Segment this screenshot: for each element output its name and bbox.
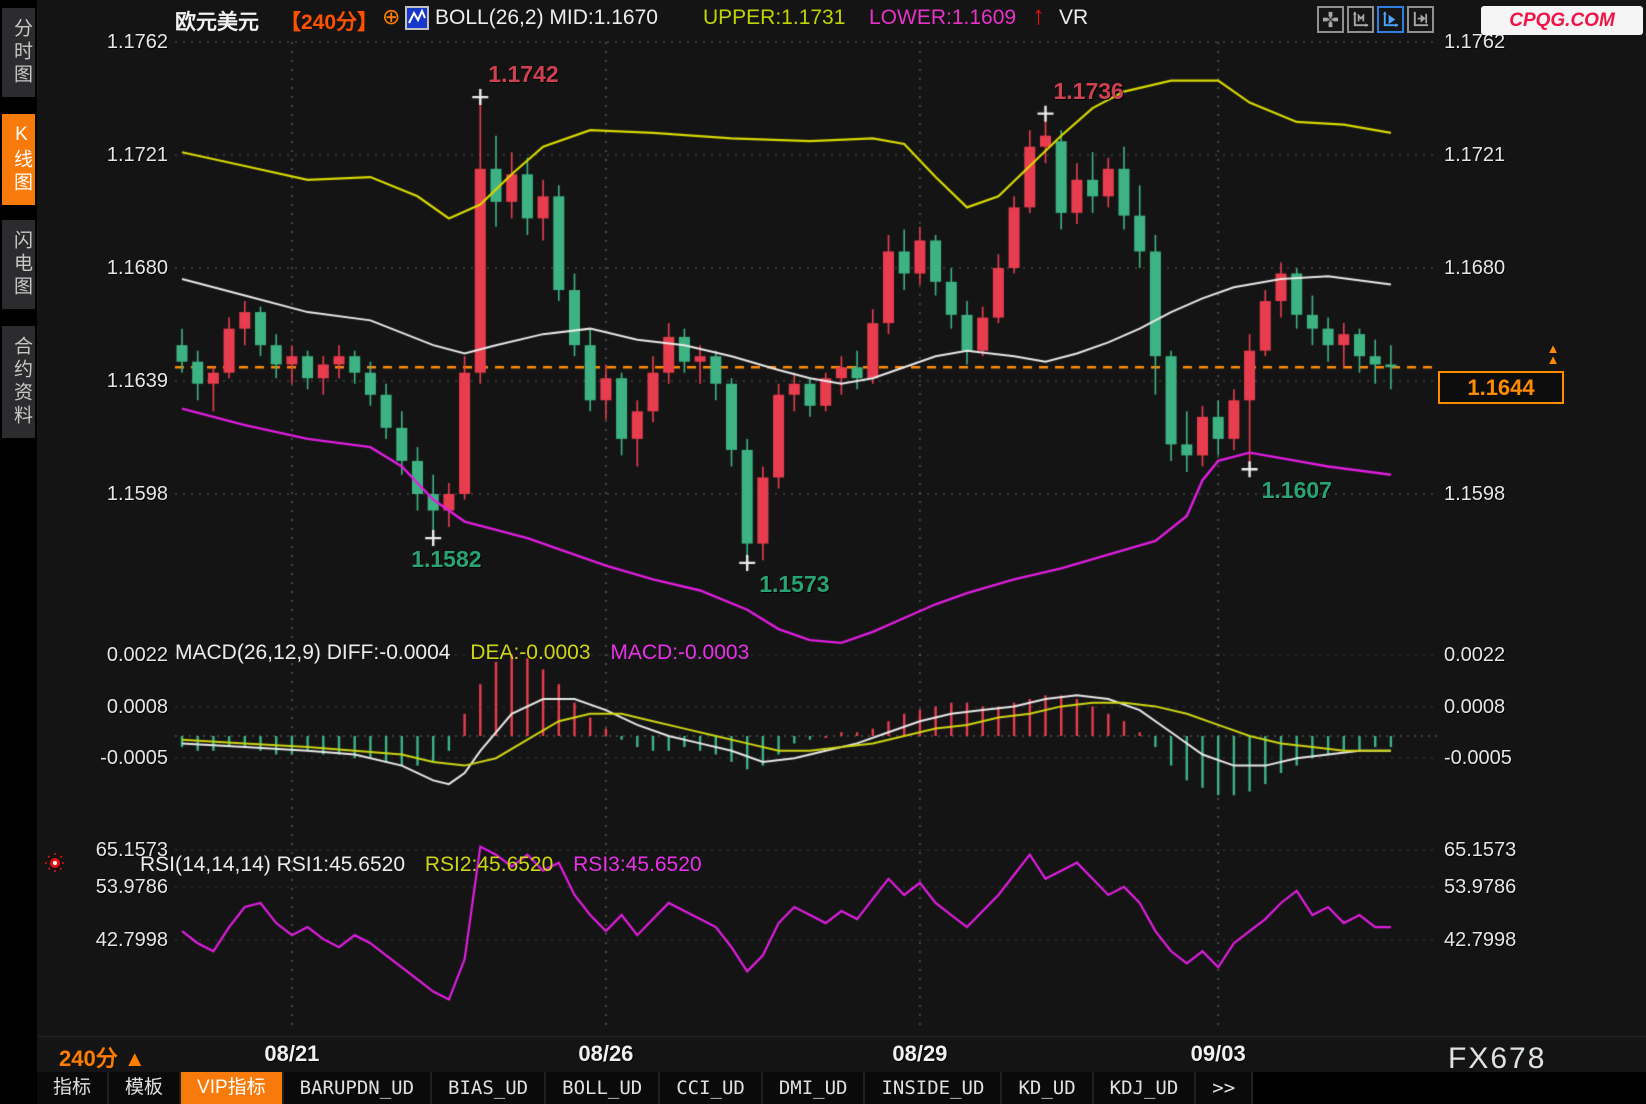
sidebar-item-contract-info[interactable]: 合约资料 bbox=[2, 326, 35, 438]
macd-diff-value: MACD(26,12,9) DIFF:-0.0004 bbox=[175, 641, 451, 664]
price-annotation: 1.1582 bbox=[411, 546, 482, 573]
rsi-axis-label: 42.7998 bbox=[1444, 929, 1517, 951]
tab-bias-ud[interactable]: BIAS_UD bbox=[432, 1072, 547, 1104]
tab--[interactable]: >> bbox=[1196, 1072, 1254, 1104]
rsi2-value: RSI2:45.6520 bbox=[424, 853, 554, 876]
rsi-axis-label: 65.1573 bbox=[1444, 839, 1517, 861]
crosshair-icon[interactable] bbox=[1317, 6, 1344, 33]
price-axis-label: 1.1721 bbox=[1444, 144, 1506, 166]
macd-axis-label: 0.0008 bbox=[106, 696, 168, 718]
price-axis-label: 1.1598 bbox=[106, 483, 168, 505]
rsi1-value: RSI(14,14,14) RSI1:45.6520 bbox=[140, 853, 406, 876]
boll-mid-value: BOLL(26,2) MID:1.1670 bbox=[435, 6, 658, 29]
date-label: 08/21 bbox=[264, 1041, 320, 1066]
measure-axis-icon[interactable] bbox=[1347, 6, 1374, 33]
price-up-chevrons-icon: ▲ ▲ bbox=[1546, 341, 1560, 367]
sidebar-item-kline-chart[interactable]: K线图 bbox=[2, 114, 35, 205]
date-label: 09/03 bbox=[1190, 1041, 1246, 1066]
circle-plus-icon[interactable]: ⊕ bbox=[382, 4, 401, 29]
symbol-title: 欧元美元 bbox=[175, 11, 259, 34]
tab-dmi-ud[interactable]: DMI_UD bbox=[762, 1072, 866, 1104]
period-label[interactable]: 【240分】 bbox=[280, 11, 379, 34]
price-annotation: 1.1742 bbox=[488, 61, 559, 88]
macd-header: MACD(26,12,9) DIFF:-0.0004 DEA:-0.0003 M… bbox=[175, 641, 763, 665]
price-axis-label: 1.1762 bbox=[106, 31, 168, 53]
play-axis-icon[interactable] bbox=[1377, 6, 1404, 33]
tab-模板[interactable]: 模板 bbox=[109, 1072, 182, 1104]
period-badge[interactable]: 240分 ▲ bbox=[59, 1046, 146, 1071]
macd-axis-label: -0.0005 bbox=[100, 747, 168, 769]
mini-chart-icon[interactable] bbox=[405, 6, 429, 36]
price-axis-label: 1.1598 bbox=[1444, 483, 1506, 505]
macd-axis-label: -0.0005 bbox=[1444, 747, 1512, 769]
sidebar-item-time-chart[interactable]: 分时图 bbox=[2, 8, 35, 97]
price-axis-label: 1.1680 bbox=[1444, 257, 1506, 279]
indicator-tabbar: 指标 模板 VIP指标 BARUPDN_UD BIAS_UD BOLL_UD CCI_UD D… bbox=[37, 1072, 1646, 1104]
rsi-axis-label: 53.9786 bbox=[95, 876, 168, 898]
tab-指标[interactable]: 指标 bbox=[37, 1072, 110, 1104]
rsi-axis-label: 53.9786 bbox=[1444, 876, 1517, 898]
alert-blink-icon[interactable] bbox=[44, 852, 66, 879]
price-axis-label: 1.1680 bbox=[106, 257, 168, 279]
date-label: 08/26 bbox=[578, 1041, 634, 1066]
tab-inside-ud[interactable]: INSIDE_UD bbox=[865, 1072, 1003, 1104]
current-price-box: 1.1644 bbox=[1438, 371, 1564, 404]
rsi3-value: RSI3:45.6520 bbox=[573, 853, 702, 876]
tab-boll-ud[interactable]: BOLL_UD bbox=[546, 1072, 661, 1104]
macd-axis-label: 0.0008 bbox=[1444, 696, 1506, 718]
chart-header: 欧元美元 【240分】 ⊕ BOLL(26,2) MID:1.1670 UPPE… bbox=[37, 0, 1646, 36]
rsi-axis-label: 42.7998 bbox=[95, 929, 168, 951]
tab-kd-ud[interactable]: KD_UD bbox=[1002, 1072, 1094, 1104]
tab-vip指标[interactable]: VIP指标 bbox=[181, 1072, 284, 1104]
price-axis-label: 1.1721 bbox=[106, 144, 168, 166]
tab-kdj-ud[interactable]: KDJ_UD bbox=[1093, 1072, 1197, 1104]
macd-dea-value: DEA:-0.0003 bbox=[470, 641, 591, 664]
price-annotation: 1.1573 bbox=[759, 570, 830, 597]
tab-barupdn-ud[interactable]: BARUPDN_UD bbox=[283, 1072, 433, 1104]
cpqg-logo: CPQG.COM bbox=[1481, 6, 1643, 35]
price-axis-label: 1.1639 bbox=[106, 370, 168, 392]
price-axis-label: 1.1762 bbox=[1444, 31, 1506, 53]
export-axis-icon[interactable] bbox=[1407, 6, 1434, 33]
rsi-axis-label: 65.1573 bbox=[95, 839, 168, 861]
boll-upper-value: UPPER:1.1731 bbox=[703, 6, 846, 29]
price-annotation: 1.1607 bbox=[1261, 477, 1332, 504]
fx678-watermark: FX678 bbox=[1448, 1042, 1547, 1075]
xaxis-row: 240分 ▲ 08/21 08/26 08/29 09/03 bbox=[37, 1036, 1646, 1071]
tab-cci-ud[interactable]: CCI_UD bbox=[660, 1072, 763, 1104]
up-arrow-icon: ↑ bbox=[1032, 0, 1045, 30]
macd-macd-value: MACD:-0.0003 bbox=[610, 641, 750, 664]
macd-axis-label: 0.0022 bbox=[106, 644, 168, 666]
boll-lower-value: LOWER:1.1609 bbox=[869, 6, 1017, 29]
rsi-header: RSI(14,14,14) RSI1:45.6520 RSI2:45.6520 … bbox=[140, 853, 716, 877]
price-annotation: 1.1736 bbox=[1053, 77, 1124, 104]
vr-label: VR bbox=[1059, 6, 1089, 29]
sidebar-item-lightning-chart[interactable]: 闪电图 bbox=[2, 220, 35, 309]
sidebar: 分时图 K线图 闪电图 合约资料 bbox=[0, 0, 37, 1104]
date-label: 08/29 bbox=[892, 1041, 948, 1066]
macd-axis-label: 0.0022 bbox=[1444, 644, 1506, 666]
